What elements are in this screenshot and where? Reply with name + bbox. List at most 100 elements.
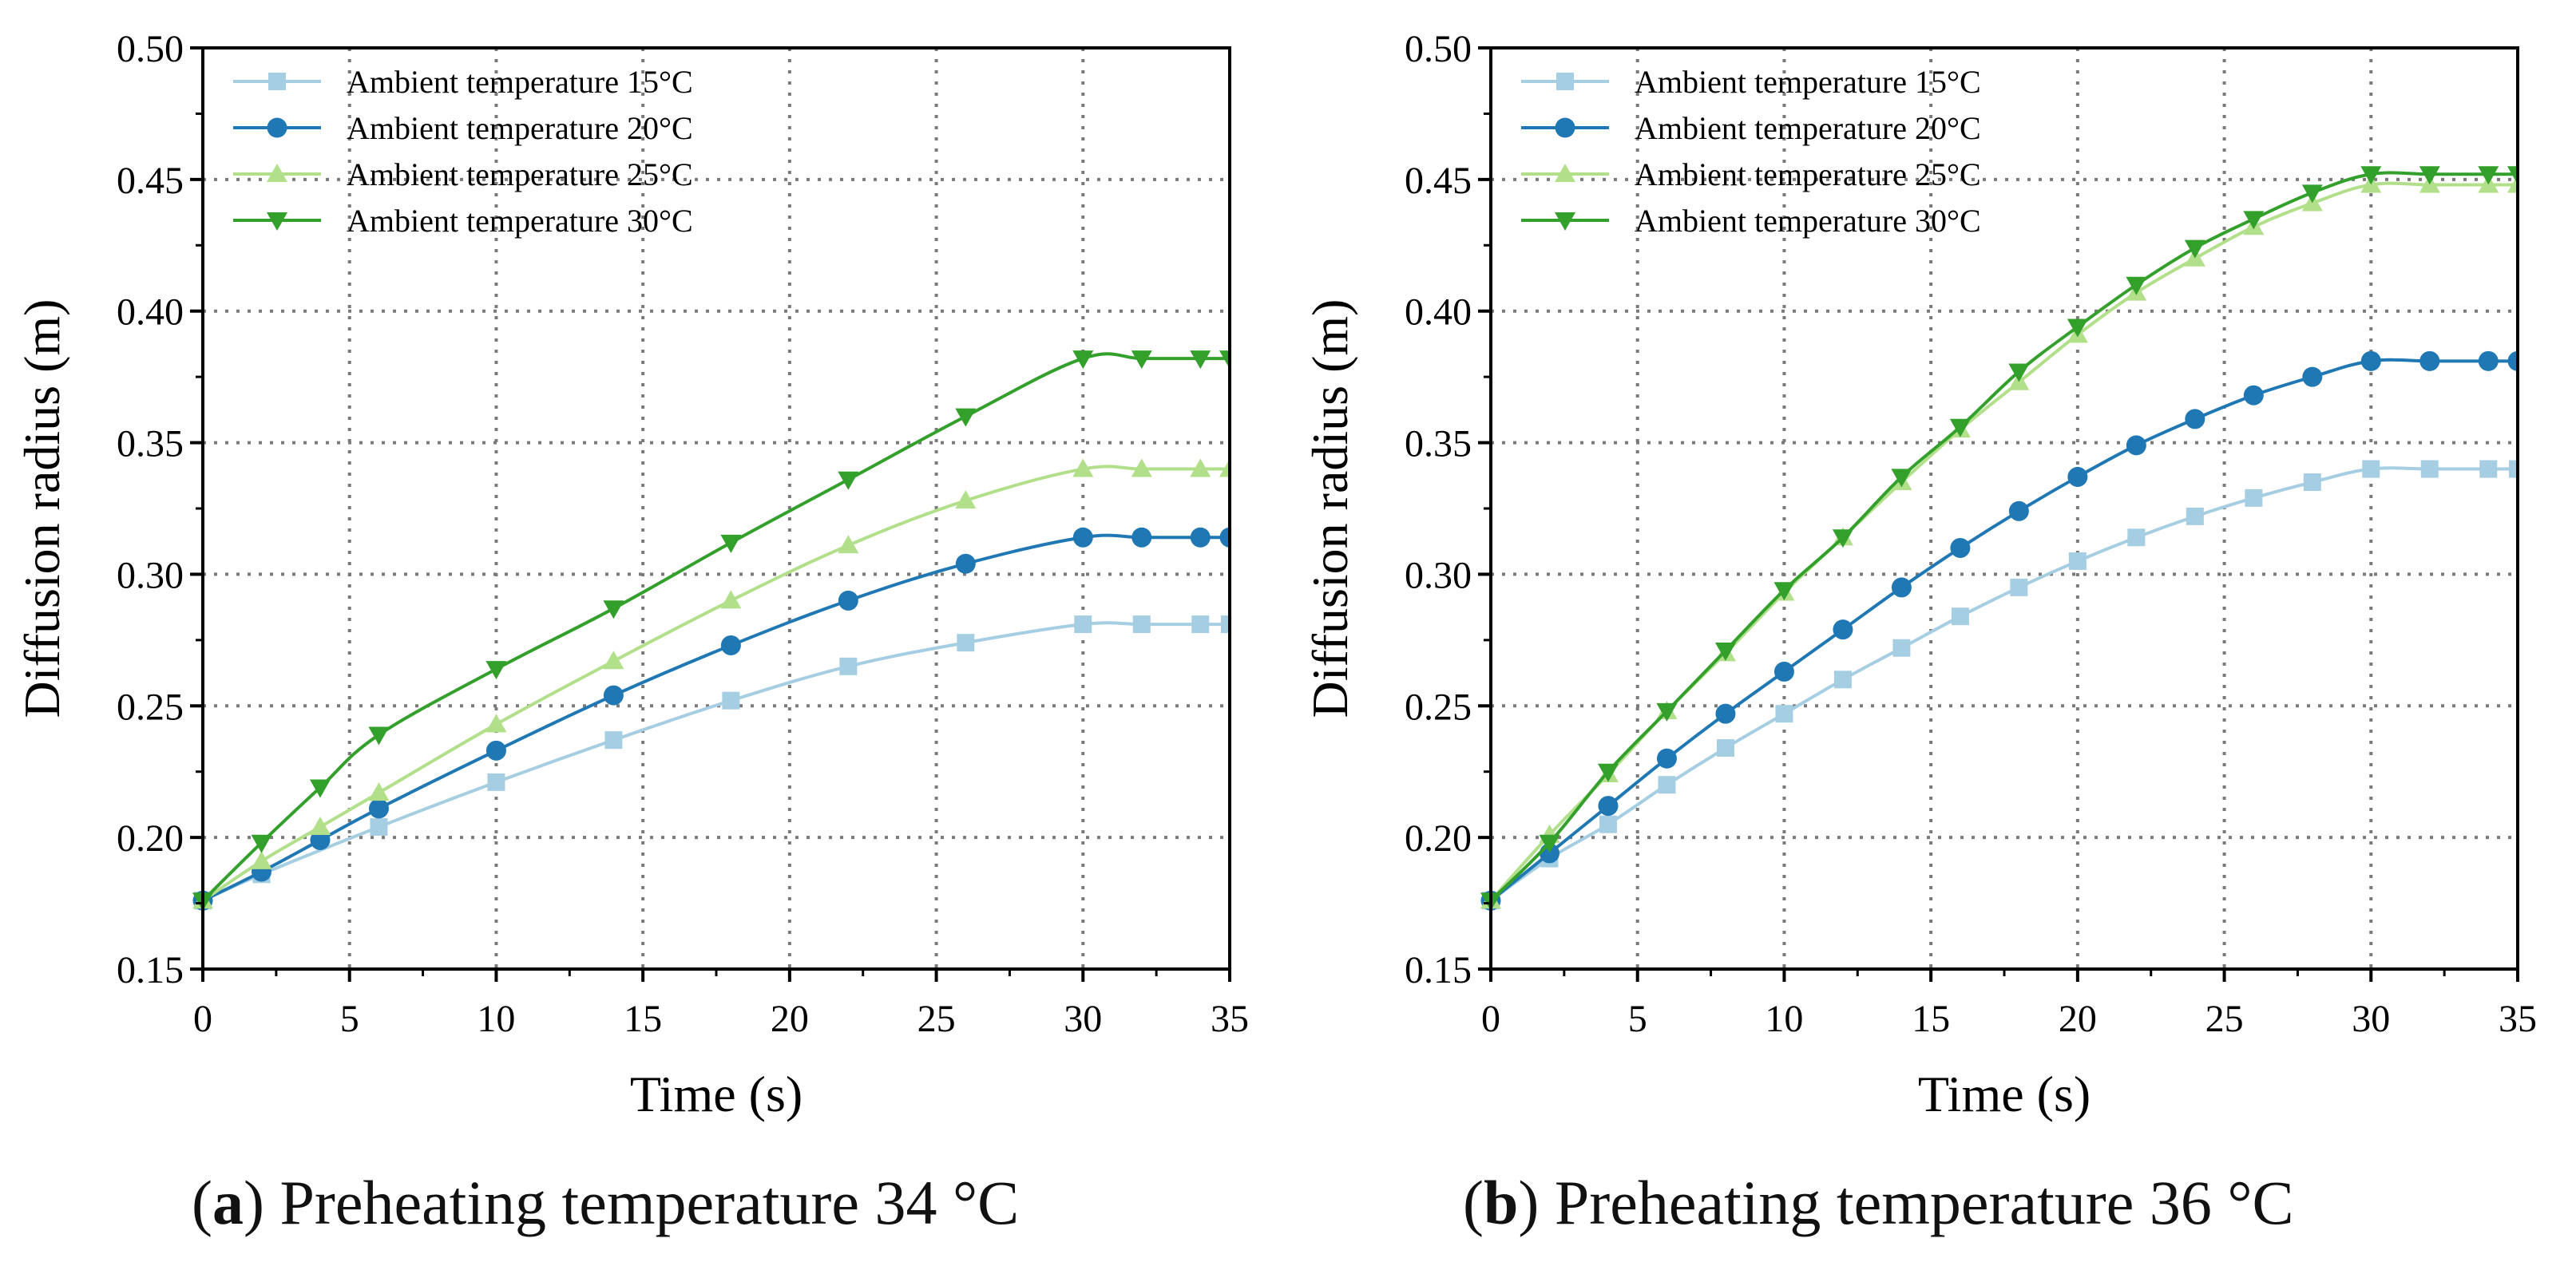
chart-b-point-s20 [2126,435,2146,456]
chart-b-point-s20 [2185,409,2205,429]
chart-a-point-s15 [957,634,975,652]
chart-a-point-s25 [485,714,507,733]
caption-b: (b) Preheating temperature 36 °C [1463,1167,2294,1239]
chart-a-ytick-label: 0.25 [117,686,184,728]
chart-b-point-s20 [2360,350,2381,371]
caption-a-text: Preheating temperature 34 °C [264,1168,1020,1237]
chart-b-point-s30 [2507,166,2518,185]
chart-b-ytick-label: 0.20 [1405,817,1472,860]
chart-a-point-s25 [1131,458,1152,477]
chart-b-ytick-label: 0.30 [1405,554,1472,596]
chart-b-yaxis-label: Diffusion radius (m) [1302,299,1358,718]
chart-b-xtick-label: 25 [2205,998,2244,1040]
chart-a-point-s20 [1072,527,1093,548]
caption-b-open: ( [1463,1168,1484,1237]
chart-a-point-s30 [955,408,977,427]
caption-a-open: ( [192,1168,212,1237]
chart-b-ytick-label: 0.35 [1405,423,1472,465]
chart-a-point-s30 [368,726,390,746]
chart-b-xtick-label: 5 [1628,998,1647,1040]
chart-b-xtick-label: 20 [2059,998,2097,1040]
chart-b-point-s15 [2479,460,2498,478]
chart-b-xtick-label: 10 [1765,998,1803,1040]
chart-a-point-s30 [309,779,331,798]
chart-a-legend-marker-s25 [267,164,287,182]
chart-a-point-s25 [1072,458,1094,477]
chart-a-point-s25 [1190,458,1211,477]
chart-b-point-s30 [2126,276,2147,295]
chart-b-point-s15 [2068,552,2087,570]
chart-a-point-s20 [1131,527,1152,548]
chart-a-point-s30 [603,600,624,619]
chart-b-ytick-label: 0.50 [1405,28,1472,70]
chart-a-ytick-label: 0.35 [117,423,184,465]
chart-a-point-s25 [309,816,331,835]
chart-a-xtick-label: 10 [477,998,515,1040]
chart-b-ytick-label: 0.40 [1405,291,1472,334]
chart-b-point-s30 [2360,166,2382,185]
caption-a-letter: a [212,1168,244,1237]
chart-a-point-s30 [1072,350,1094,370]
chart-a-legend-label-s30: Ambient temperature 30°C [347,203,693,239]
chart-a-xtick-label: 25 [917,998,956,1040]
chart-a-point-s15 [1221,615,1230,634]
chart-b-legend-label-s25: Ambient temperature 25°C [1635,156,1981,192]
chart-a-xtick-label: 15 [624,998,662,1040]
chart-a-point-s20 [1190,527,1211,548]
chart-b-point-s20 [2243,385,2264,406]
chart-a-point-s15 [839,657,858,675]
chart-a-ytick-label: 0.50 [117,28,184,70]
chart-b-point-s15 [2362,460,2380,478]
chart-b-point-s15 [1775,705,1793,723]
caption-a-close: ) [243,1168,264,1237]
caption-b-text: Preheating temperature 36 °C [1539,1168,2294,1237]
chart-a-ytick-label: 0.15 [117,949,184,991]
chart-b-point-s15 [1599,815,1617,833]
chart-a-point-s15 [370,817,388,836]
chart-a-ytick-label: 0.30 [117,554,184,596]
chart-a-legend-marker-s15 [268,73,286,90]
chart-a-xtick-label: 35 [1211,998,1249,1040]
chart-b-ytick-label: 0.45 [1405,160,1472,202]
chart-b-point-s30 [2184,239,2205,259]
chart-b-ytick-label: 0.25 [1405,686,1472,728]
chart-b-point-s30 [1597,763,1619,782]
chart-panel-b: 0 5 10 15 20 25 30 35 0.15 0.20 0.25 0.30 0.35 0.40 0.… [1288,0,2576,1141]
chart-b-point-s30 [1832,529,1853,548]
chart-b-point-s30 [1891,469,1912,488]
caption-b-close: ) [1518,1168,1540,1237]
chart-a-point-s15 [1191,615,1210,634]
chart-b-point-s20 [2507,350,2518,371]
chart-b-point-s20 [2067,466,2088,487]
chart-a-ytick-label: 0.45 [117,160,184,202]
chart-b-series-line-s20 [1489,358,2518,902]
chart-b-point-s15 [1892,639,1911,657]
chart-b-xtick-label: 0 [1481,998,1500,1040]
chart-b-series-line-s15 [1489,466,2518,902]
chart-b-point-s15 [2010,578,2028,596]
chart-a-point-s30 [1131,350,1152,370]
chart-a-point-s25 [1219,458,1230,477]
chart-a-point-s25 [251,850,272,869]
chart-a-point-s20 [368,798,389,819]
chart-a-point-s30 [1219,350,1230,370]
chart-b-series-line-s30 [1489,171,2518,902]
caption-b-letter: b [1483,1168,1519,1237]
chart-a-legend-marker-s30 [267,212,287,231]
chart-b-point-s30 [1773,582,1795,601]
chart-b-point-s30 [2478,166,2499,185]
chart-panel-a: 0 5 10 15 20 25 30 35 0.15 0.20 0.25 0.30 0.35 0.40 0.… [0,0,1288,1141]
chart-b-point-s20 [1891,577,1912,598]
chart-b-point-s20 [1715,703,1736,724]
chart-a-xaxis-label: Time (s) [630,1066,803,1122]
chart-a-point-s15 [1074,615,1092,634]
chart-a-ytick-label: 0.20 [117,817,184,860]
chart-b-svg: 0 5 10 15 20 25 30 35 0.15 0.20 0.25 0.30 0.35 0.40 0.… [1302,28,2537,1122]
chart-a-point-s25 [603,651,624,670]
chart-b-point-s15 [2303,473,2321,492]
chart-b-point-s30 [2008,363,2030,382]
chart-b-xtick-label: 15 [1912,998,1950,1040]
chart-b-series-line-s25 [1489,181,2518,902]
chart-b-point-s20 [2302,366,2323,387]
chart-b-point-s20 [2008,500,2029,521]
